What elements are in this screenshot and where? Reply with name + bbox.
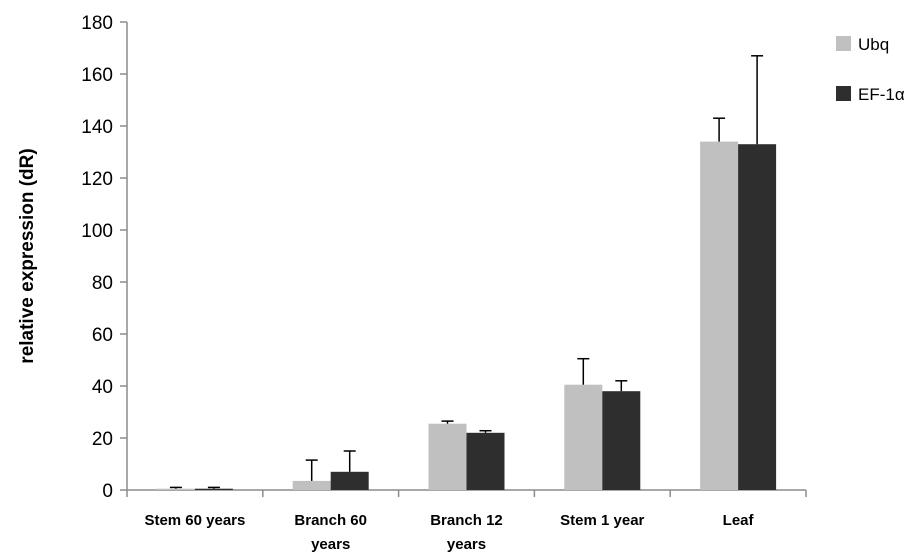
- x-category-label-line: Branch 60: [294, 512, 367, 529]
- x-category-label-line: years: [311, 536, 350, 553]
- bar-ef-1-: [194, 488, 233, 490]
- y-tick-label: 180: [81, 13, 113, 34]
- x-category-label-line: years: [447, 536, 486, 553]
- y-tick-label: 80: [92, 273, 113, 294]
- x-category-label: Branch 60 years: [294, 512, 367, 553]
- legend-label: EF-1α: [858, 85, 905, 104]
- y-tick-label: 160: [81, 65, 113, 86]
- bar-ubq: [700, 141, 739, 490]
- y-tick-label: 0: [102, 481, 113, 502]
- x-category-label: Stem 1 year: [560, 512, 644, 529]
- bar-ef-1-: [330, 471, 369, 490]
- y-tick-label: 40: [92, 377, 113, 398]
- legend-swatch: [836, 36, 851, 51]
- bar-ef-1-: [602, 391, 641, 490]
- x-category-label-line: Stem 1 year: [560, 512, 644, 529]
- x-category-label: Stem 60 years: [144, 512, 245, 529]
- bar-ef-1-: [466, 432, 505, 490]
- y-tick-label: 100: [81, 221, 113, 242]
- x-category-label-line: Leaf: [723, 512, 755, 529]
- bar-ubq: [564, 384, 603, 490]
- x-category-label-line: Stem 60 years: [144, 512, 245, 529]
- x-category-label: Branch 12 years: [430, 512, 503, 553]
- bar-ef-1-: [738, 144, 777, 490]
- x-category-label-line: Branch 12: [430, 512, 503, 529]
- bar-ubq: [156, 488, 195, 490]
- legend-label: Ubq: [858, 35, 889, 54]
- x-category-label: Leaf: [723, 512, 755, 529]
- y-axis-title: relative expression (dR): [17, 148, 38, 363]
- y-tick-label: 20: [92, 429, 113, 450]
- y-tick-label: 140: [81, 117, 113, 138]
- bar-ubq: [292, 480, 331, 490]
- bar-ubq: [428, 423, 467, 490]
- legend-swatch: [836, 86, 851, 101]
- y-tick-label: 120: [81, 169, 113, 190]
- y-tick-label: 60: [92, 325, 113, 346]
